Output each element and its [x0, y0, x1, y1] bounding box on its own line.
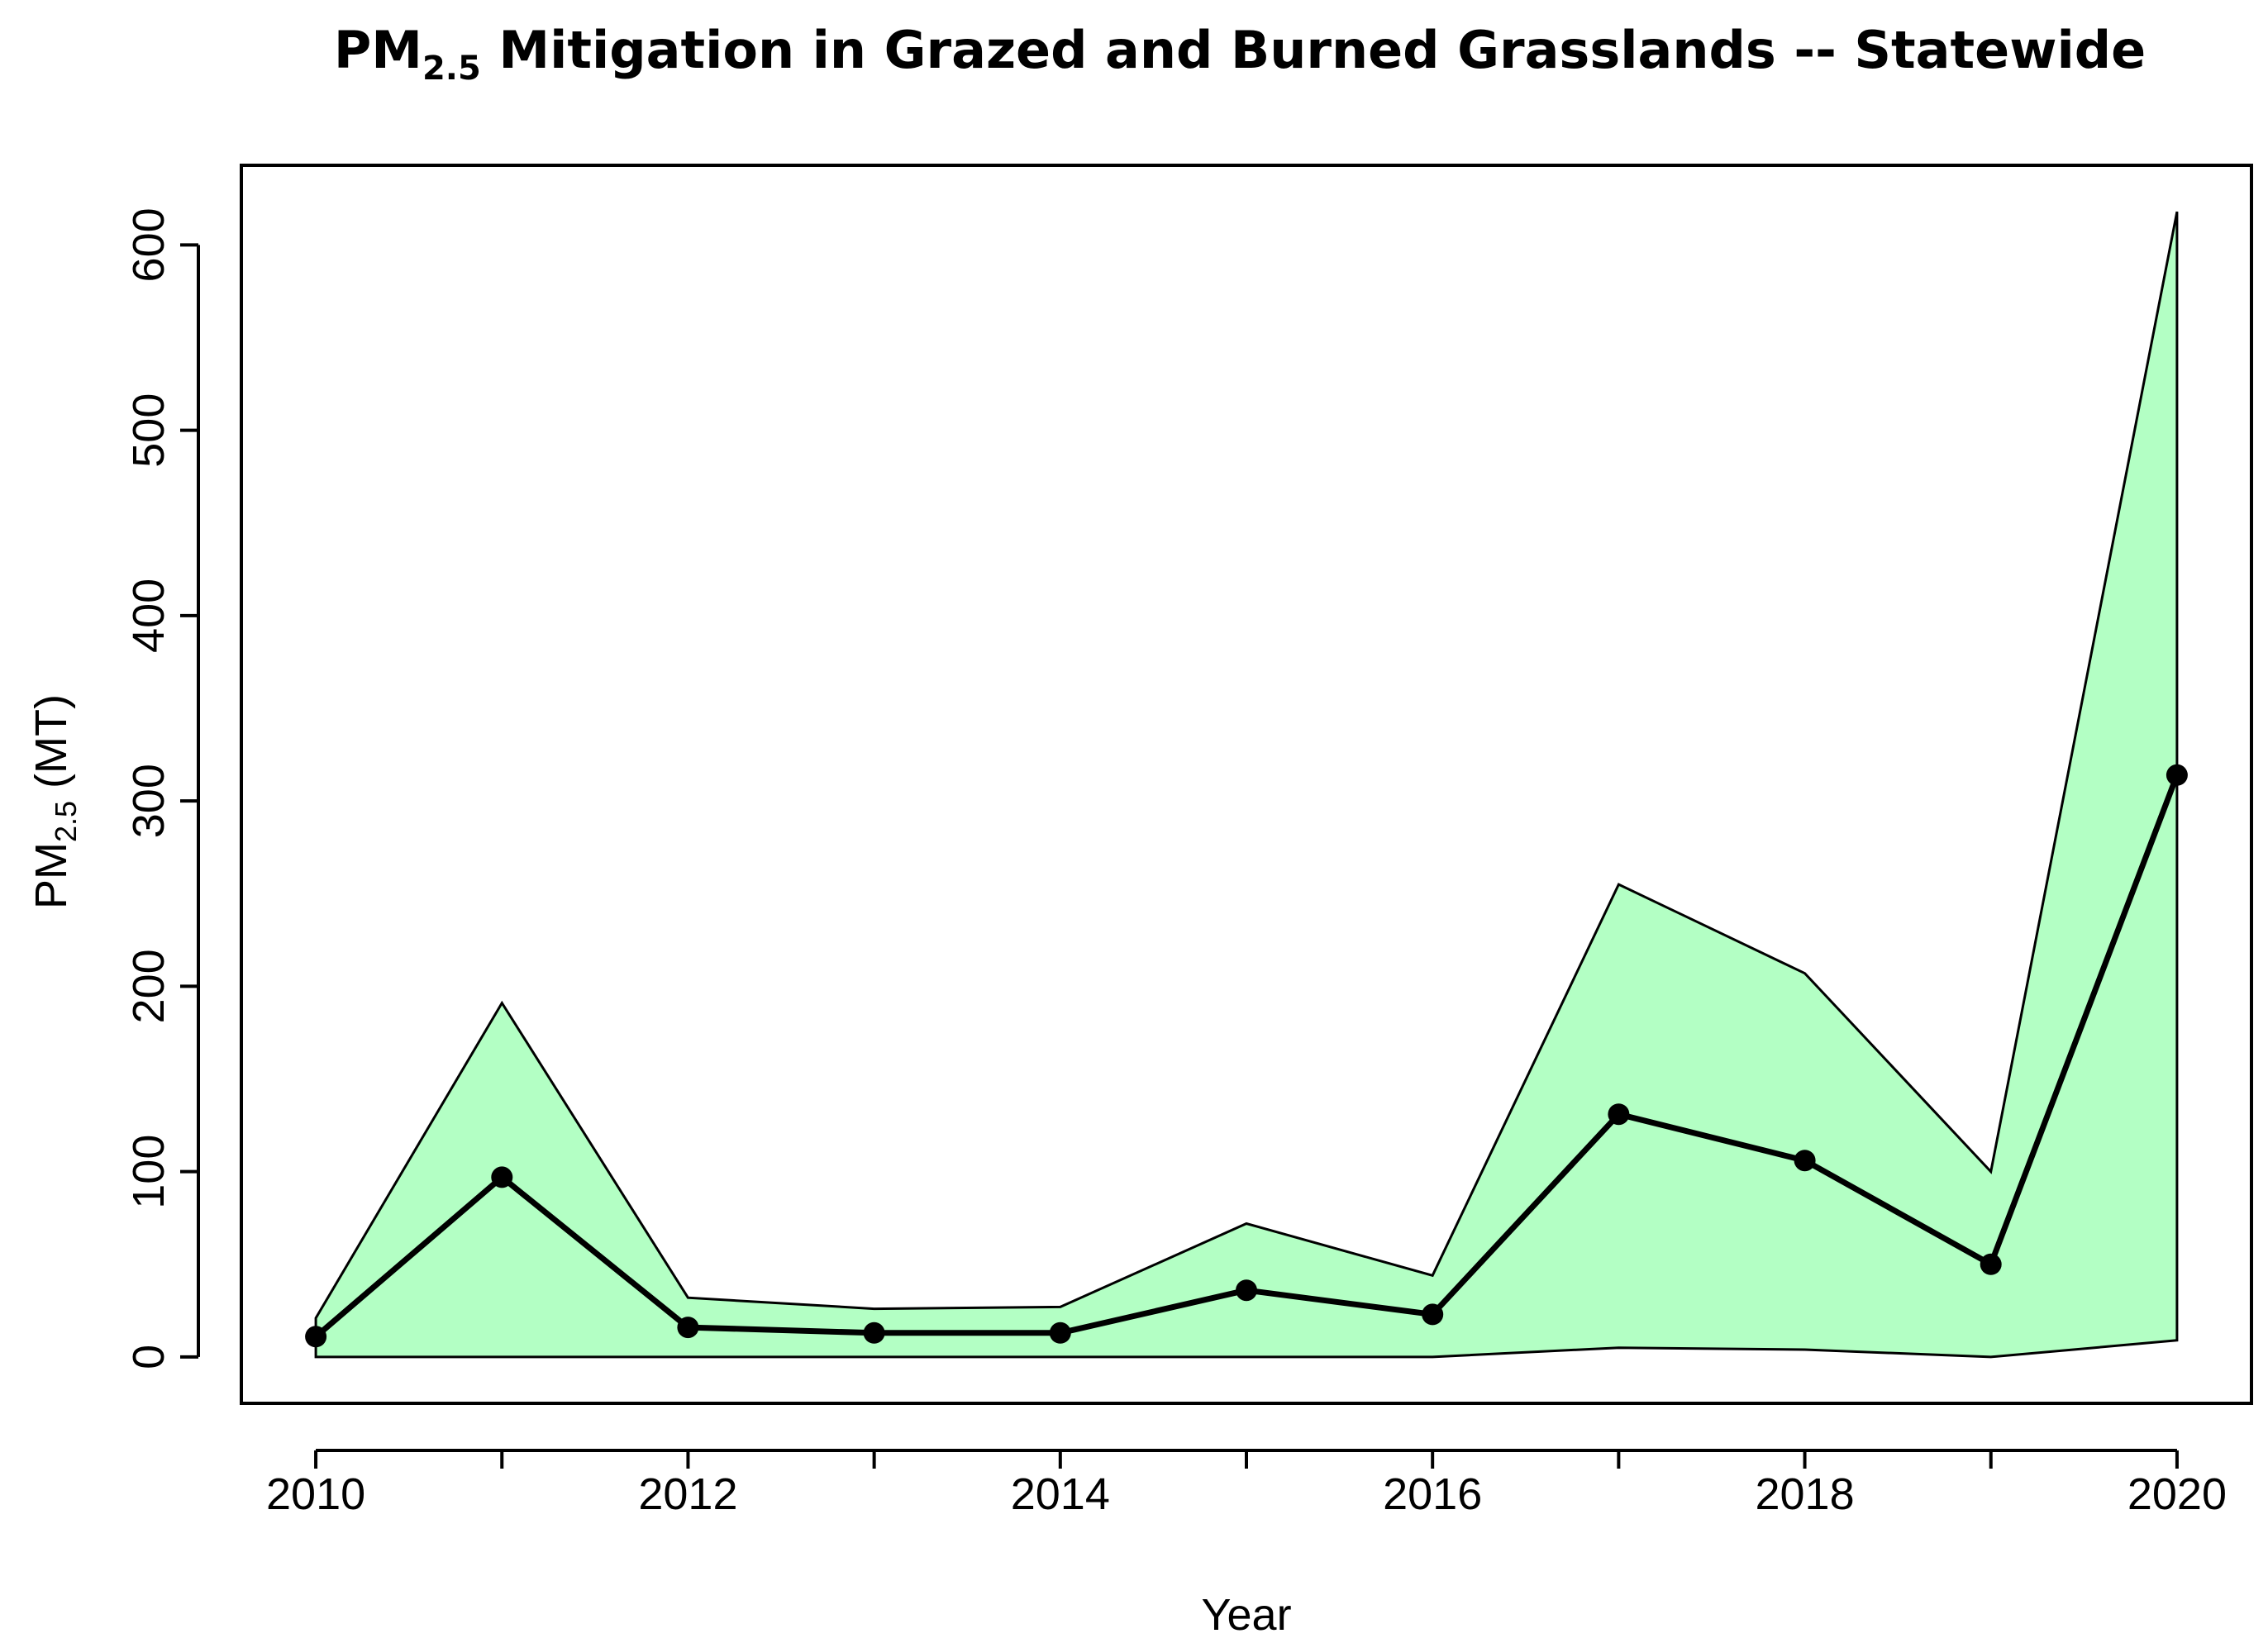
data-point-2016	[1422, 1303, 1444, 1326]
data-point-2020	[2166, 764, 2188, 786]
x-tick-label-2010: 2010	[266, 1469, 365, 1519]
chart-title-suffix: Mitigation in Grazed and Burned Grasslan…	[481, 20, 2146, 80]
x-tick-label-2012: 2012	[638, 1469, 737, 1519]
data-point-2012	[677, 1317, 699, 1339]
y-tick-label-300: 300	[124, 764, 174, 838]
y-tick-label-400: 400	[124, 579, 174, 653]
x-tick-label-2018: 2018	[1755, 1469, 1854, 1519]
data-point-2018	[1794, 1150, 1816, 1172]
y-axis: 0 100 200 300 400 500 600	[124, 207, 200, 1369]
y-axis-label-suffix: (MT)	[26, 694, 76, 801]
data-point-2013	[863, 1322, 885, 1344]
y-tick-label-0: 0	[124, 1345, 174, 1369]
data-point-2019	[1980, 1253, 2002, 1275]
y-axis-label-subscript: 2.5	[49, 801, 83, 842]
data-point-2017	[1608, 1103, 1630, 1126]
y-tick-label-100: 100	[124, 1135, 174, 1209]
plot-frame	[240, 164, 2253, 1405]
x-axis: 2010 2012 2014 2016 2018 2020	[266, 1449, 2227, 1519]
plot-area	[305, 211, 2188, 1359]
x-tick-label-2014: 2014	[1011, 1469, 1110, 1519]
y-tick-label-600: 600	[124, 207, 174, 282]
data-point-2015	[1236, 1279, 1257, 1302]
y-axis-label-prefix: PM	[26, 842, 76, 909]
data-point-2011	[491, 1166, 513, 1188]
x-tick-label-2016: 2016	[1383, 1469, 1482, 1519]
data-point-2014	[1049, 1322, 1071, 1344]
x-axis-label: Year	[1201, 1590, 1291, 1640]
estimate-points	[305, 764, 2188, 1348]
y-tick-label-500: 500	[124, 393, 174, 468]
y-tick-label-200: 200	[124, 949, 174, 1023]
chart-title-prefix: PM	[334, 20, 422, 80]
y-axis-label: PM2.5 (MT)	[26, 694, 83, 909]
range-band	[314, 211, 2179, 1359]
x-tick-label-2020: 2020	[2127, 1469, 2227, 1519]
chart-title: PM2.5 Mitigation in Grazed and Burned Gr…	[334, 20, 2146, 88]
chart-title-subscript: 2.5	[422, 50, 481, 88]
data-point-2010	[305, 1326, 327, 1348]
